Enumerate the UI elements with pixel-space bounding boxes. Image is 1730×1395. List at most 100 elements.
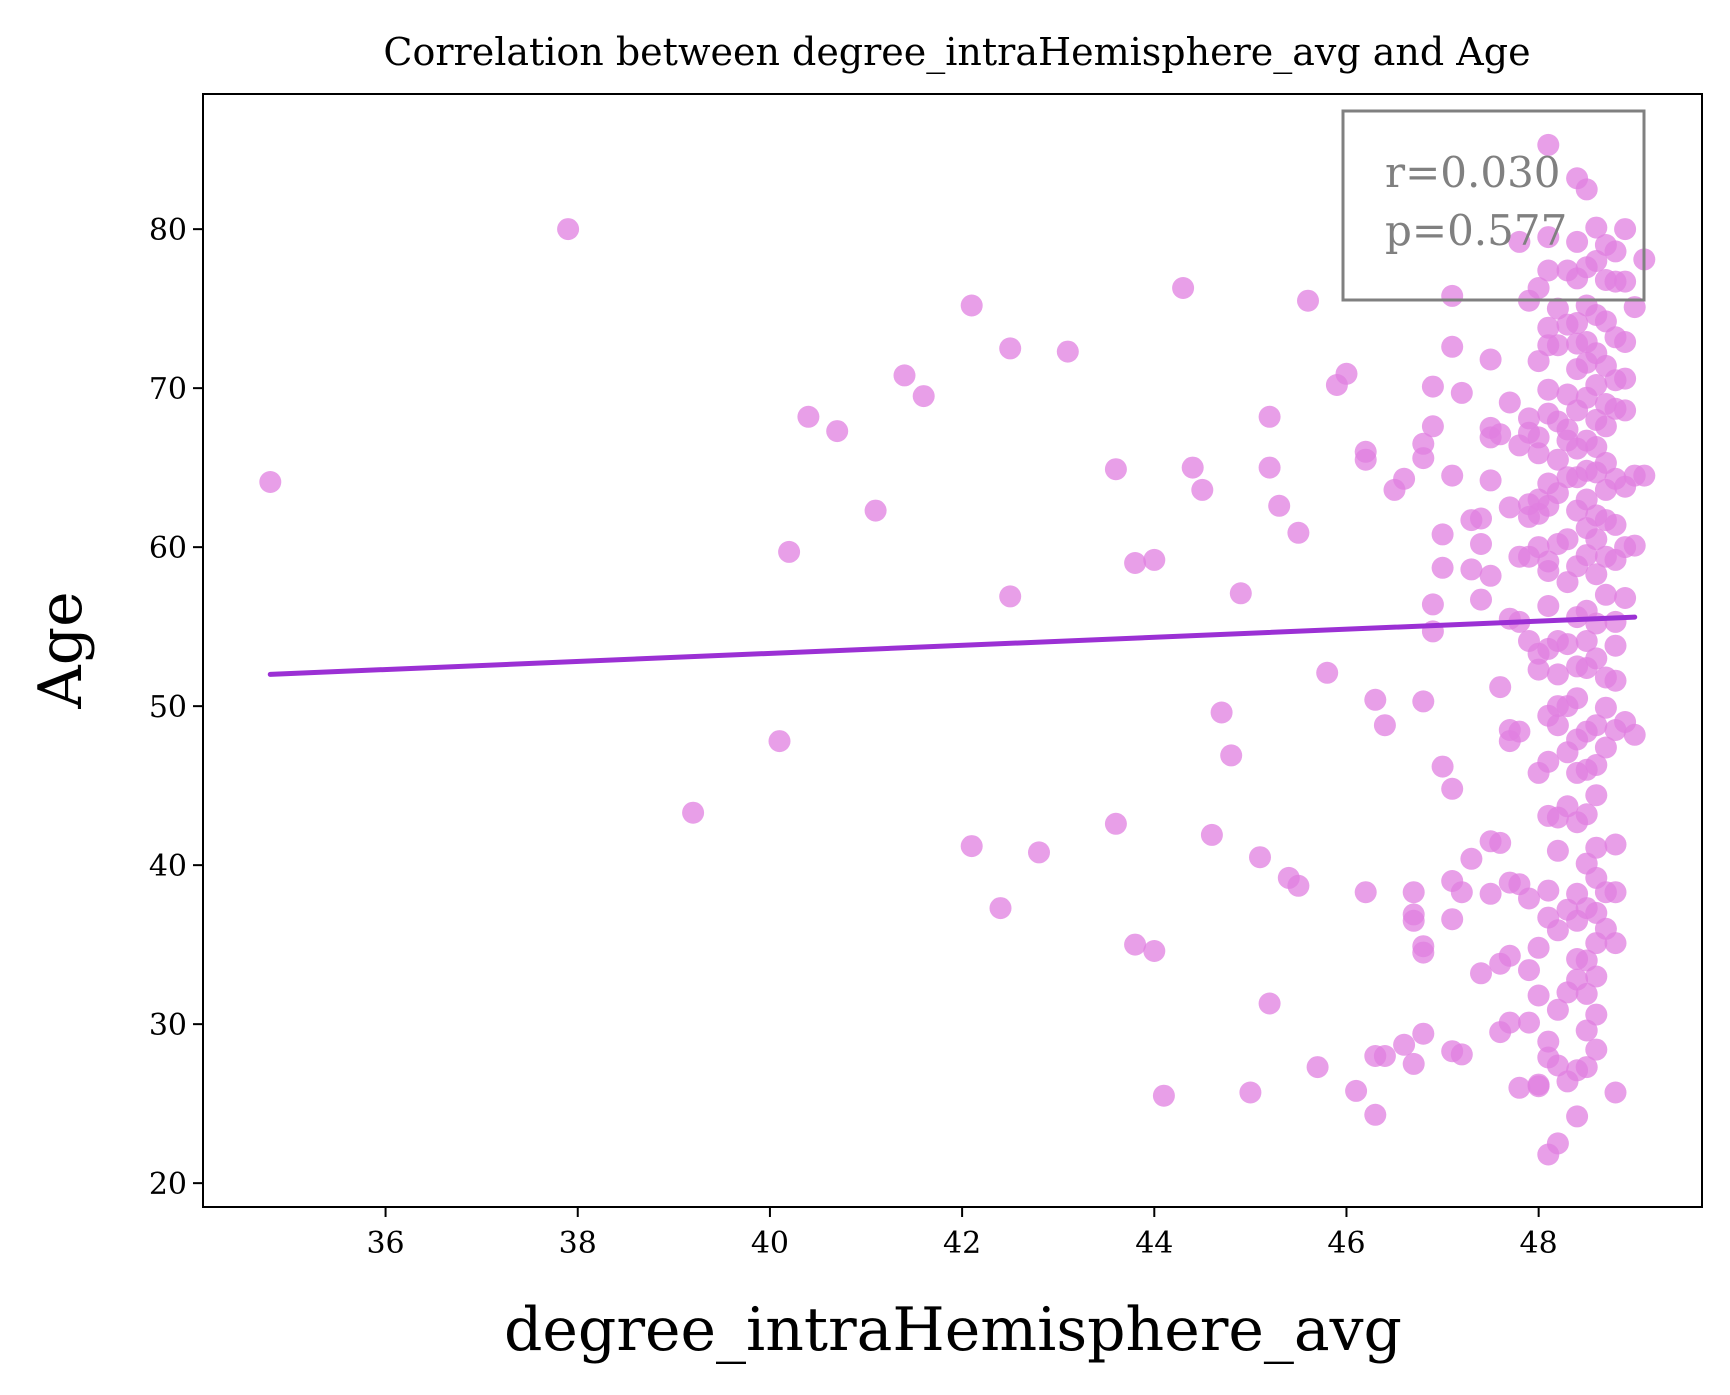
- fit-line-layer: [267, 614, 1638, 677]
- plot-frame: [202, 93, 1703, 1208]
- x-tick-label: 48: [1520, 1226, 1558, 1261]
- data-point: [989, 897, 1012, 920]
- data-point: [864, 499, 887, 522]
- data-point: [1604, 240, 1627, 263]
- data-point: [1498, 944, 1521, 967]
- y-axis-label: Age: [26, 591, 96, 709]
- data-point: [1450, 381, 1473, 404]
- data-point: [826, 420, 849, 443]
- y-tick-label: 30: [149, 1008, 187, 1043]
- x-axis-label: degree_intraHemisphere_avg: [504, 1295, 1402, 1365]
- data-point: [1585, 563, 1608, 586]
- data-point: [1354, 448, 1377, 471]
- data-point: [1412, 432, 1435, 455]
- data-point: [1335, 362, 1358, 385]
- data-point: [960, 294, 983, 317]
- data-point: [259, 471, 282, 493]
- data-point: [1306, 1056, 1329, 1079]
- data-point: [1594, 736, 1617, 759]
- data-point: [778, 540, 801, 563]
- data-point: [1518, 959, 1540, 982]
- data-point: [1585, 714, 1608, 737]
- data-point: [1585, 374, 1608, 396]
- data-point: [1604, 610, 1627, 633]
- data-point: [1566, 230, 1589, 253]
- data-point: [1210, 701, 1233, 724]
- data-point: [1479, 469, 1502, 492]
- data-point: [1575, 488, 1598, 511]
- data-point: [912, 385, 935, 408]
- data-point: [960, 835, 983, 858]
- regression-line: [267, 614, 1638, 677]
- data-point: [1556, 383, 1579, 406]
- data-point: [1441, 777, 1464, 800]
- data-point: [1345, 1079, 1368, 1102]
- data-point: [1575, 949, 1598, 972]
- data-point: [1441, 464, 1464, 487]
- data-point: [1229, 582, 1252, 605]
- data-point: [1143, 940, 1166, 962]
- data-point: [1181, 456, 1204, 479]
- data-point: [1364, 1103, 1387, 1126]
- data-point: [1470, 533, 1492, 555]
- data-point: [1124, 552, 1147, 574]
- data-point: [1537, 133, 1560, 156]
- x-tick-label: 42: [943, 1226, 981, 1261]
- data-point: [1585, 901, 1608, 924]
- x-tick-label: 46: [1327, 1226, 1365, 1261]
- data-point: [1402, 881, 1425, 904]
- data-point: [1172, 277, 1195, 299]
- data-point: [1421, 375, 1444, 398]
- data-point: [1104, 812, 1127, 835]
- data-point: [1354, 881, 1377, 904]
- data-point: [1604, 932, 1627, 955]
- data-point: [1604, 669, 1627, 692]
- data-point: [1421, 415, 1444, 438]
- data-point: [1575, 803, 1598, 826]
- data-point: [1537, 226, 1560, 249]
- data-point: [1546, 334, 1569, 357]
- data-point: [1508, 230, 1531, 253]
- data-point: [1594, 415, 1617, 438]
- y-tick-label: 80: [149, 213, 187, 248]
- data-point: [1566, 312, 1589, 334]
- data-point: [1498, 391, 1521, 414]
- data-point: [1239, 1081, 1262, 1104]
- data-point: [1527, 984, 1550, 1007]
- data-point: [1604, 1081, 1627, 1104]
- data-point: [768, 730, 791, 753]
- data-point: [1527, 658, 1550, 681]
- data-point: [1364, 688, 1387, 711]
- data-point: [1575, 178, 1598, 201]
- data-point: [1575, 544, 1598, 567]
- data-point: [999, 337, 1022, 360]
- data-point: [1594, 583, 1617, 606]
- data-point: [1537, 259, 1560, 282]
- data-point: [1287, 521, 1310, 544]
- data-point: [1585, 436, 1608, 458]
- data-point: [1585, 836, 1608, 859]
- data-point: [1585, 965, 1608, 988]
- data-point: [1623, 723, 1646, 746]
- data-point: [1556, 795, 1579, 818]
- data-point: [1268, 494, 1291, 517]
- data-point: [1614, 331, 1637, 353]
- data-point: [1200, 823, 1223, 846]
- data-point: [1623, 534, 1646, 557]
- data-point: [797, 405, 820, 428]
- data-point: [1124, 933, 1147, 956]
- data-point: [1556, 571, 1579, 594]
- data-point: [1479, 348, 1502, 371]
- data-point: [1316, 661, 1339, 684]
- data-point: [1604, 833, 1627, 856]
- data-point: [1489, 423, 1512, 446]
- data-point: [1450, 881, 1473, 904]
- data-point: [1527, 442, 1550, 465]
- data-point: [1604, 881, 1627, 904]
- data-point: [1028, 841, 1050, 864]
- data-point: [1575, 982, 1598, 1005]
- data-point: [1575, 630, 1598, 652]
- data-point: [1614, 270, 1637, 293]
